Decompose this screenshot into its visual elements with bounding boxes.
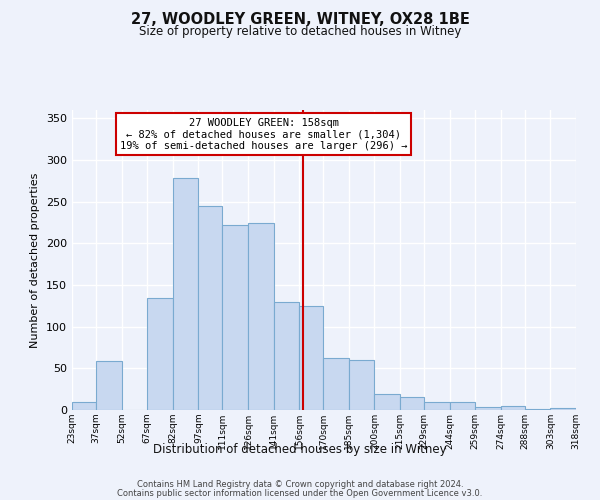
Bar: [199, 206, 223, 410]
Bar: [449, 402, 475, 410]
Bar: [501, 406, 525, 410]
Bar: [223, 225, 248, 410]
Bar: [374, 394, 400, 410]
Bar: [323, 358, 349, 410]
Bar: [475, 406, 501, 410]
Bar: [147, 298, 173, 410]
Bar: [72, 402, 96, 410]
Bar: [173, 178, 199, 410]
Bar: [349, 360, 374, 410]
Text: Contains public sector information licensed under the Open Government Licence v3: Contains public sector information licen…: [118, 489, 482, 498]
Text: Contains HM Land Registry data © Crown copyright and database right 2024.: Contains HM Land Registry data © Crown c…: [137, 480, 463, 489]
Bar: [96, 361, 122, 410]
Text: 27, WOODLEY GREEN, WITNEY, OX28 1BE: 27, WOODLEY GREEN, WITNEY, OX28 1BE: [131, 12, 469, 28]
Bar: [299, 306, 323, 410]
Text: 27 WOODLEY GREEN: 158sqm
← 82% of detached houses are smaller (1,304)
19% of sem: 27 WOODLEY GREEN: 158sqm ← 82% of detach…: [120, 118, 407, 150]
Bar: [400, 396, 424, 410]
Bar: [550, 408, 576, 410]
Y-axis label: Number of detached properties: Number of detached properties: [31, 172, 40, 348]
Bar: [525, 409, 550, 410]
Bar: [274, 302, 299, 410]
Text: Distribution of detached houses by size in Witney: Distribution of detached houses by size …: [153, 442, 447, 456]
Bar: [424, 402, 449, 410]
Bar: [248, 222, 274, 410]
Text: Size of property relative to detached houses in Witney: Size of property relative to detached ho…: [139, 25, 461, 38]
